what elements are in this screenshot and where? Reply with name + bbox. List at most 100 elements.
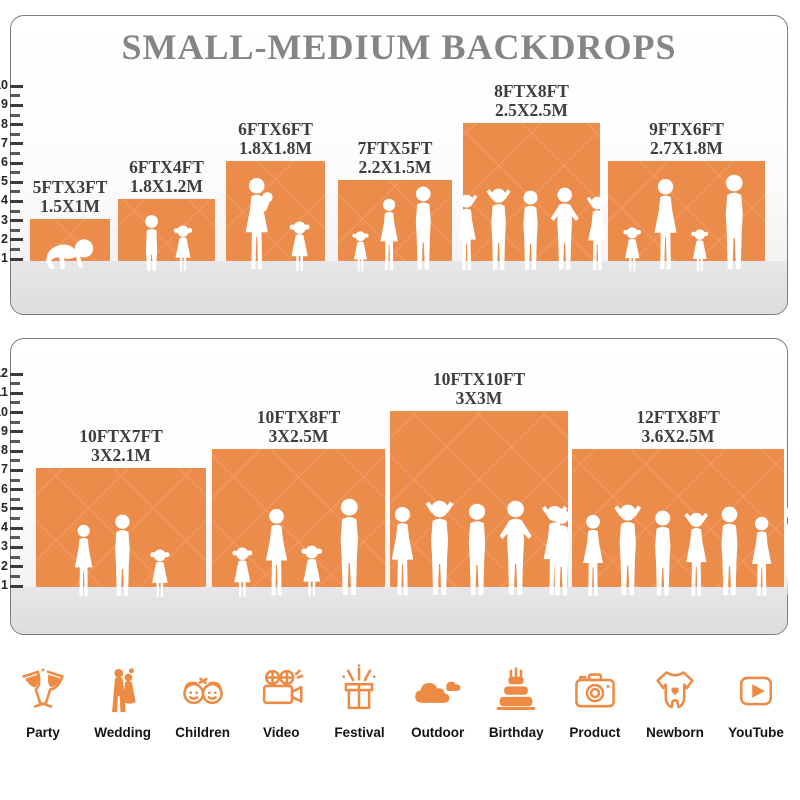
- axis-tick: [10, 507, 23, 511]
- axis-half-tick: [10, 190, 20, 194]
- axis-half-tick: [10, 132, 20, 136]
- axis-tick: [10, 123, 23, 127]
- axis-tick: [10, 199, 23, 203]
- panel-large-backdrops: 12345678910111210FTX7FT3X2.1M10FTX8FT3X2…: [0, 338, 800, 635]
- axis-tick-label: 9: [1, 423, 8, 438]
- girl-silhouette: [621, 226, 643, 274]
- backdrop-bar-9ftx6ft: [608, 161, 765, 272]
- category-birthday: Birthday: [489, 656, 544, 766]
- axis-tick-label: 3: [1, 539, 8, 554]
- backdrop-bar-10ftx8ft: [212, 449, 385, 597]
- axis-half-tick: [10, 228, 20, 232]
- people-silhouettes: [239, 177, 312, 274]
- manakimbo-silhouette: [546, 187, 583, 274]
- size-chart-large: 12345678910111210FTX7FT3X2.1M10FTX8FT3X2…: [0, 339, 800, 634]
- axis-tick: [10, 449, 23, 453]
- woman-silhouette: [649, 178, 684, 274]
- backdrop-bar-10ftx10ft: [390, 411, 568, 596]
- axis-tick-label: 2: [1, 231, 8, 246]
- size-feet: 12FTX8FT: [636, 407, 720, 427]
- product-icon: [575, 673, 615, 708]
- axis-tick: [10, 257, 23, 261]
- size-meters: 2.5X2.5M: [495, 100, 568, 120]
- category-children: Children: [175, 656, 230, 766]
- man-silhouette: [516, 190, 546, 274]
- people-silhouettes: [545, 504, 800, 600]
- woman-silhouette: [747, 516, 777, 600]
- size-feet: 6FTX4FT: [129, 157, 204, 177]
- baby-silhouette: [41, 236, 99, 274]
- people-silhouettes: [41, 236, 99, 274]
- girl-silhouette: [288, 220, 313, 274]
- backdrop-bar-5ftx3ft: [30, 219, 110, 270]
- womanbaby-silhouette: [239, 177, 278, 274]
- boy-silhouette: [139, 214, 163, 274]
- category-party: Party: [16, 656, 70, 766]
- axis-tick: [10, 430, 23, 434]
- size-feet: 6FTX6FT: [238, 119, 313, 139]
- size-feet: 8FTX8FT: [494, 81, 569, 101]
- backdrop-size-label: 10FTX10FT 3X3M: [433, 370, 525, 408]
- axis-tick-label: 7: [1, 462, 8, 477]
- category-label: Product: [569, 725, 621, 740]
- axis-half-tick: [10, 459, 20, 463]
- party-icon: [22, 668, 64, 708]
- backdrop-bar-12ftx8ft: [553, 449, 800, 596]
- girl-silhouette: [689, 228, 710, 274]
- axis-tick: [10, 142, 23, 146]
- axis-tick: [10, 219, 23, 223]
- category-label: Wedding: [94, 725, 151, 740]
- axis-tick-label: 10: [0, 404, 8, 419]
- birthday-icon: [496, 667, 536, 710]
- people-silhouettes: [451, 187, 612, 274]
- axis-tick: [10, 372, 23, 376]
- category-festival: Festival: [332, 656, 386, 766]
- axis-half-tick: [10, 420, 20, 424]
- category-wedding: Wedding: [94, 656, 151, 766]
- category-label: Party: [26, 725, 60, 740]
- womanup-silhouette: [582, 196, 612, 274]
- size-meters: 3.6X2.5M: [641, 426, 715, 446]
- backdrop-size-label: 8FTX8FT 2.5X2.5M: [494, 82, 569, 120]
- girl-silhouette: [229, 546, 254, 600]
- size-feet: 10FTX10FT: [432, 369, 526, 389]
- axis-tick-label: 10: [0, 78, 8, 93]
- axis-tick-label: 6: [1, 481, 8, 496]
- axis-half-tick: [10, 574, 20, 578]
- axis-tick: [10, 391, 23, 395]
- size-meters: 3X2.5M: [268, 426, 329, 446]
- size-feet: 10FTX7FT: [79, 426, 163, 446]
- axis-half-tick: [10, 497, 20, 501]
- backdrop-size-label: 10FTX8FT 3X2.5M: [257, 408, 341, 446]
- people-silhouettes: [621, 174, 753, 274]
- category-label: YouTube: [728, 725, 784, 740]
- axis-half-tick: [10, 555, 20, 559]
- axis-half-tick: [10, 209, 20, 213]
- youtube-icon: [740, 676, 773, 706]
- axis-tick: [10, 545, 23, 549]
- axis-tick: [10, 488, 23, 492]
- axis-tick-label: 3: [1, 212, 8, 227]
- backdrop-bar-8ftx8ft: [455, 123, 608, 271]
- axis-tick: [10, 180, 23, 184]
- newborn-icon: [656, 671, 694, 709]
- man-silhouette: [107, 514, 138, 600]
- size-meters: 1.8X1.2M: [130, 176, 203, 196]
- man-silhouette: [331, 498, 368, 600]
- womanup-silhouette: [679, 512, 712, 600]
- woman-silhouette: [578, 514, 609, 600]
- axis-half-tick: [10, 536, 20, 540]
- man-silhouette: [716, 174, 752, 274]
- axis-half-tick: [10, 247, 20, 251]
- category-label: Birthday: [488, 725, 544, 740]
- category-label: Festival: [334, 725, 385, 740]
- axis-half-tick: [10, 382, 20, 386]
- axis-tick: [10, 161, 23, 165]
- size-chart-small-medium: 123456789105FTX3FT1.5X1M6FTX4FT1.8X1.2M6…: [0, 16, 787, 314]
- axis-tick: [10, 103, 23, 107]
- manup-silhouette: [481, 188, 515, 274]
- children-icon: [182, 677, 223, 705]
- people-silhouettes: [350, 186, 439, 274]
- size-meters: 3X2.1M: [91, 445, 151, 465]
